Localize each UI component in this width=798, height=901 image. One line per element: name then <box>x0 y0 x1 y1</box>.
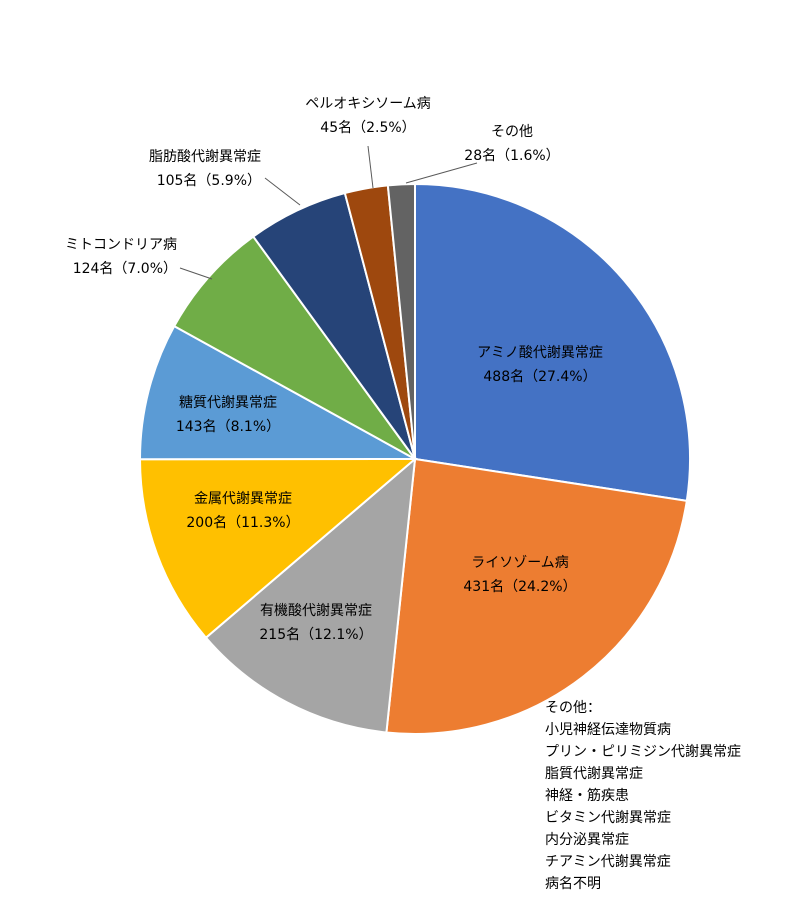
note-item: 小児神経伝達物質病 <box>545 722 671 738</box>
slice-label: 糖質代謝異常症 143名（8.1%） <box>176 395 280 435</box>
note-item: 神経・筋疾患 <box>545 788 629 804</box>
leader-lines <box>179 145 478 280</box>
leader-line <box>367 145 374 189</box>
slice-label: 脂肪酸代謝異常症 105名（5.9%） <box>149 149 261 189</box>
pie-slices <box>138 182 691 735</box>
slice-label: 金属代謝異常症 200名（11.3%） <box>186 491 299 531</box>
slice-label: ライソゾーム病 431名（24.2%） <box>463 555 576 595</box>
pie-slice <box>138 324 416 461</box>
leader-line <box>405 162 478 184</box>
note-item: チアミン代謝異常症 <box>545 854 671 870</box>
slice-label: その他 28名（1.6%） <box>464 124 559 164</box>
pie-slice <box>386 182 416 460</box>
slice-label: ペルオキシソーム病 45名（2.5%） <box>305 96 431 136</box>
note-item: 病名不明 <box>545 876 601 892</box>
note-item: 内分泌異常症 <box>545 832 629 848</box>
note-item: プリン・ピリミジン代謝異常症 <box>545 744 741 760</box>
pie-slice <box>385 457 688 735</box>
slice-label: 有機酸代謝異常症 215名（12.1%） <box>259 603 372 643</box>
other-categories-note: その他： 小児神経伝達物質病 プリン・ピリミジン代謝異常症 脂質代謝異常症 神経… <box>545 697 741 895</box>
note-heading: その他： <box>545 700 601 716</box>
note-item: 脂質代謝異常症 <box>545 766 643 782</box>
pie-slice <box>204 456 417 734</box>
leader-line <box>179 267 213 280</box>
slice-labels: アミノ酸代謝異常症 488名（27.4%） ライソゾーム病 431名（24.2%） 有機… <box>65 96 603 643</box>
leader-line <box>264 177 301 206</box>
pie-slice <box>414 182 691 502</box>
note-item: ビタミン代謝異常症 <box>545 810 671 826</box>
slice-label: アミノ酸代謝異常症 488名（27.4%） <box>477 345 603 385</box>
pie-slice <box>172 235 416 460</box>
slice-label: ミトコンドリア病 124名（7.0%） <box>65 237 177 277</box>
pie-slice <box>138 457 418 640</box>
